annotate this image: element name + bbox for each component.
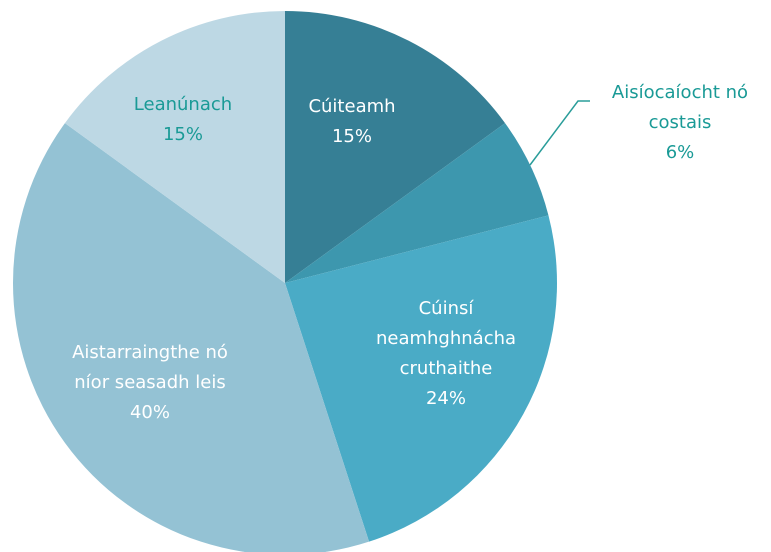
- pie-slice: [285, 215, 557, 542]
- slice-name: Cúinsí neamhghnácha cruthaithe: [375, 298, 517, 379]
- slice-name: Aisíocaíocht nó costais: [611, 82, 749, 133]
- slice-label: Leanúnach 15%: [93, 90, 273, 150]
- slice-label: Cúinsí neamhghnácha cruthaithe 24%: [361, 294, 531, 414]
- slice-name: Cúiteamh: [308, 96, 396, 117]
- pie-slice: [64, 10, 285, 283]
- pie-slice: [285, 11, 506, 283]
- slice-value: 15%: [331, 126, 372, 147]
- leader-line: [529, 100, 590, 166]
- slice-name: Aistarraingthe nó níor seasadh leis: [72, 342, 228, 393]
- slice-label: Aisíocaíocht nó costais 6%: [590, 78, 770, 168]
- slice-label: Aistarraingthe nó níor seasadh leis 40%: [66, 338, 234, 428]
- slice-name: Leanúnach: [133, 94, 233, 115]
- slice-value: 40%: [129, 402, 170, 423]
- slice-label: Cúiteamh 15%: [262, 92, 442, 152]
- pie-slice: [285, 123, 549, 284]
- slice-value: 6%: [665, 142, 695, 163]
- slice-value: 24%: [425, 388, 466, 409]
- pie-slice: [13, 123, 370, 552]
- slice-value: 15%: [162, 124, 203, 145]
